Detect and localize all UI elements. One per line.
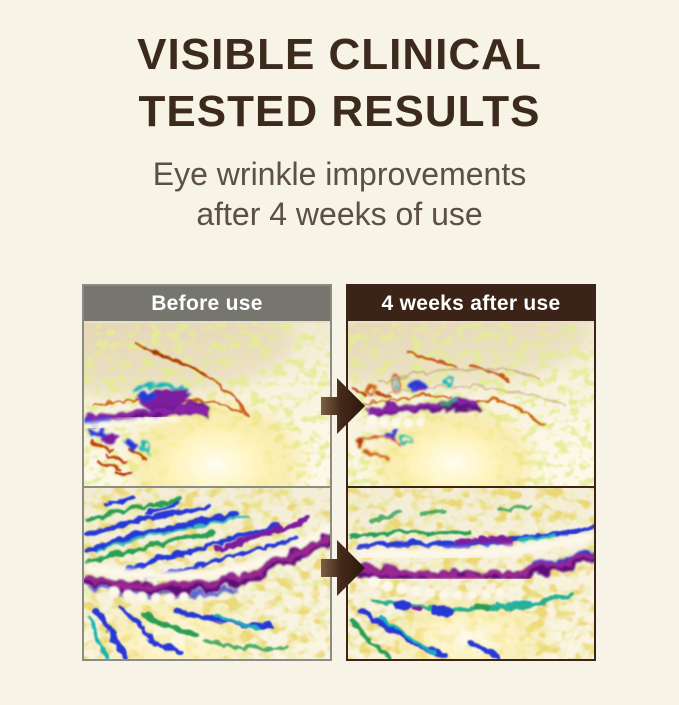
after-panel-label: 4 weeks after use <box>381 292 561 315</box>
before-panel-header: Before use <box>84 286 330 323</box>
after-undereye-heatmap-image <box>348 486 594 659</box>
page-subtitle-line1: Eye wrinkle improvements <box>152 156 527 192</box>
page-title: VISIBLE CLINICAL TESTED RESULTS <box>0 26 679 140</box>
clinical-results-banner: VISIBLE CLINICAL TESTED RESULTS Eye wrink… <box>0 26 679 705</box>
page-subtitle-line2: after 4 weeks of use <box>196 196 483 232</box>
before-panel-label: Before use <box>151 292 263 315</box>
arrow-right-icon <box>321 378 365 434</box>
after-panel: 4 weeks after use <box>346 284 596 661</box>
after-panel-header: 4 weeks after use <box>348 286 594 323</box>
page-title-line2: TESTED RESULTS <box>138 87 541 136</box>
before-undereye-heatmap-image <box>84 486 330 659</box>
page-subtitle: Eye wrinkle improvements after 4 weeks of… <box>0 154 679 234</box>
before-crowsfeet-heatmap-image <box>84 323 330 486</box>
page-title-line1: VISIBLE CLINICAL <box>137 30 542 79</box>
arrow-right-icon <box>321 540 365 596</box>
after-crowsfeet-heatmap-image <box>348 323 594 486</box>
before-panel: Before use <box>82 284 332 661</box>
